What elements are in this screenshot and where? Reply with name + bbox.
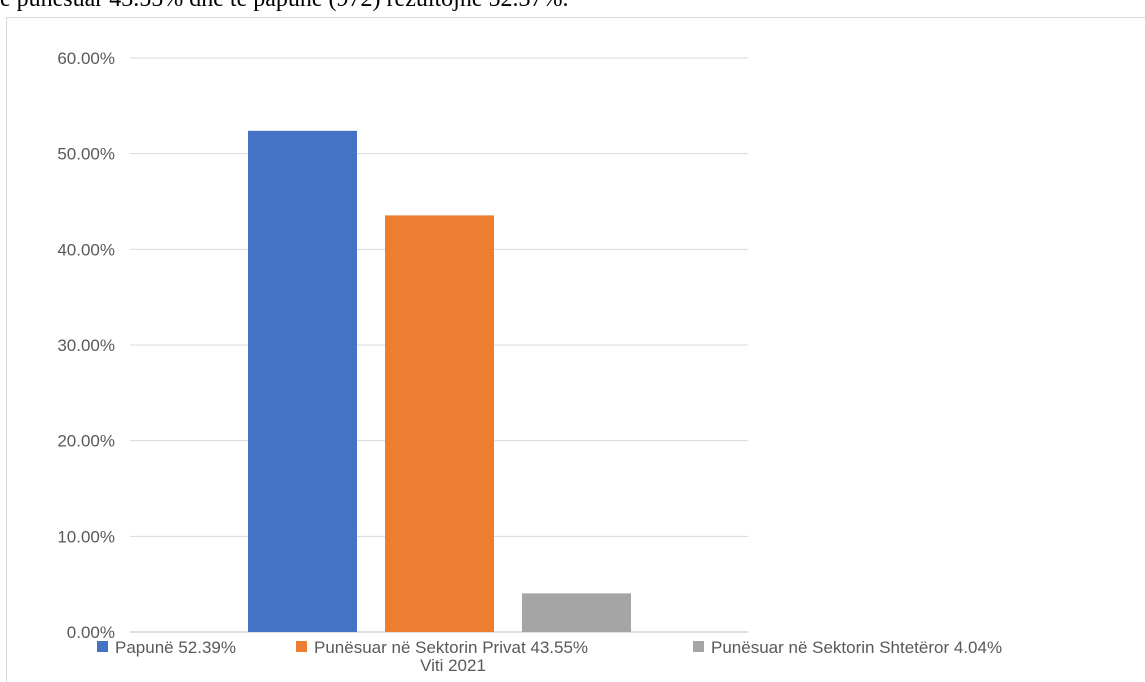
chart-frame xyxy=(6,17,1145,682)
bar-3 xyxy=(522,593,631,632)
legend-label: Punësuar në Sektorin Privat 43.55% xyxy=(314,638,588,657)
legend-swatch xyxy=(296,641,307,652)
y-tick-label: 30.00% xyxy=(57,336,115,355)
legend-label: Papunë 52.39% xyxy=(115,638,236,657)
bar-1 xyxy=(248,130,357,632)
x-axis-title: Viti 2021 xyxy=(420,656,486,675)
legend-label: Punësuar në Sektorin Shtetëror 4.04% xyxy=(711,638,1002,657)
legend-swatch xyxy=(97,641,108,652)
context-text: e punësuar 43.55% dhe të papunë (972) re… xyxy=(0,0,1145,16)
bar-2 xyxy=(385,215,494,632)
y-tick-label: 0.00% xyxy=(67,623,115,642)
y-tick-label: 20.00% xyxy=(57,432,115,451)
y-tick-label: 50.00% xyxy=(57,145,115,164)
legend-swatch xyxy=(693,641,704,652)
y-tick-label: 10.00% xyxy=(57,527,115,546)
y-tick-label: 40.00% xyxy=(57,240,115,259)
y-tick-label: 60.00% xyxy=(57,49,115,68)
